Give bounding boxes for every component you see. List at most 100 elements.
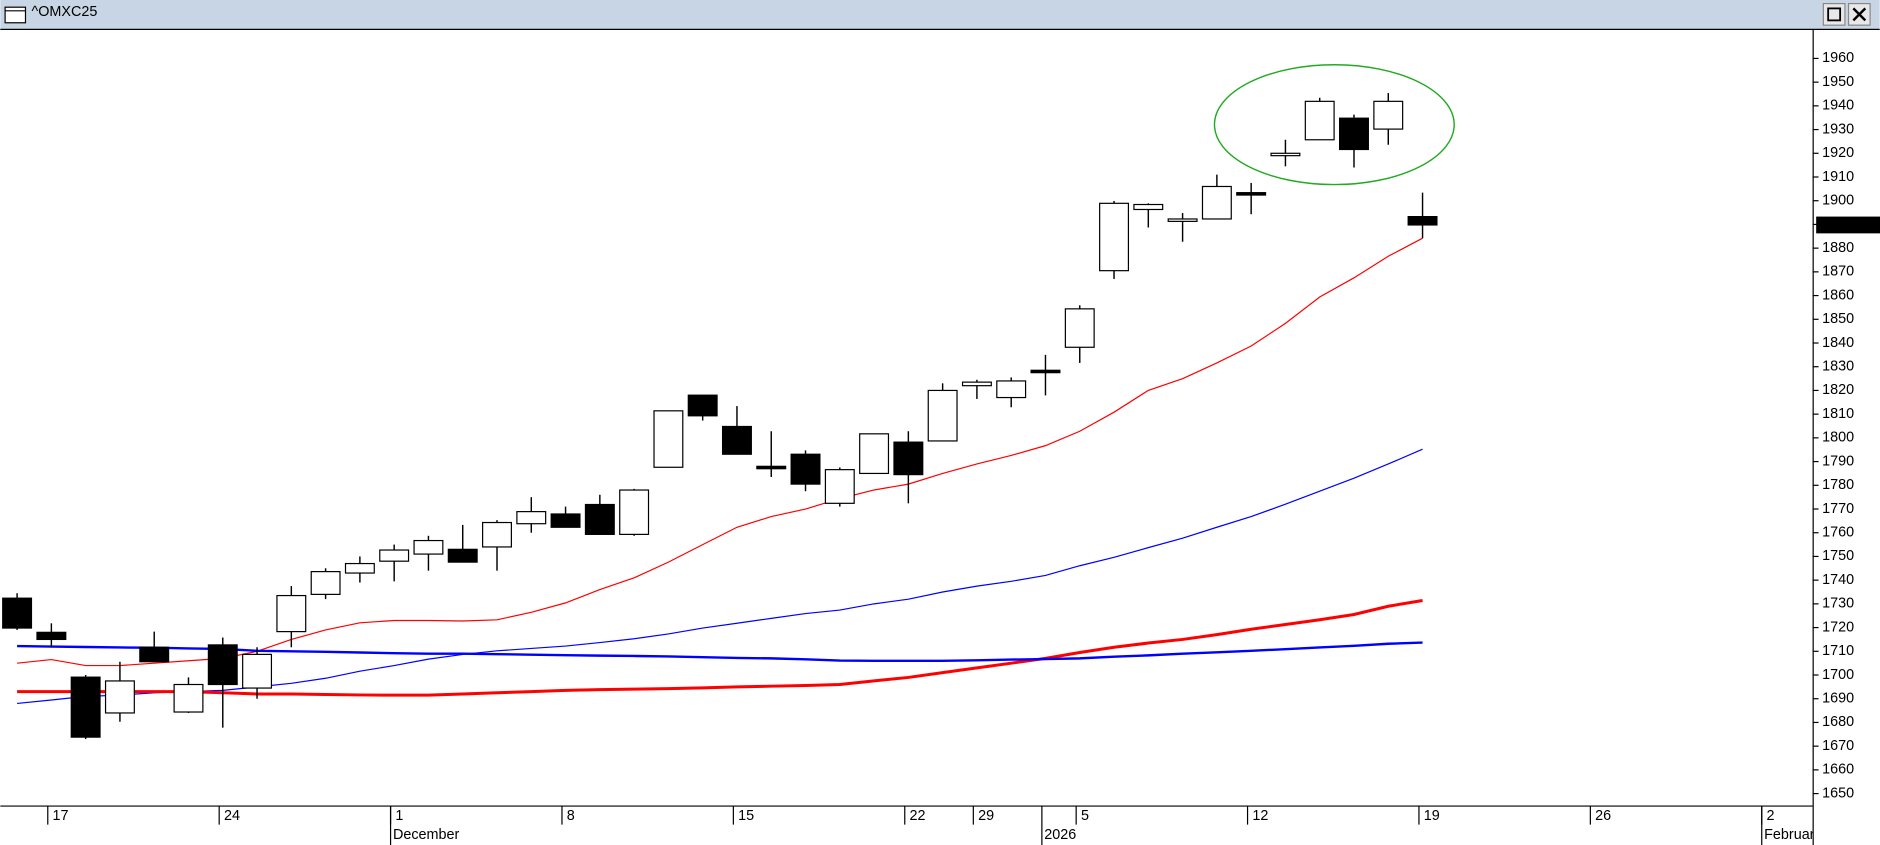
y-tick-label: 1690 bbox=[1822, 691, 1854, 707]
candle-body bbox=[1407, 216, 1438, 226]
x-tick-label: 22 bbox=[910, 808, 926, 824]
candle-body bbox=[893, 441, 924, 476]
candle-body bbox=[550, 513, 581, 528]
y-tick-label: 1870 bbox=[1822, 264, 1854, 280]
x-axis: 17 24 1 8 15 22 29 5 12 19 26 2 December 2026 February bbox=[47, 805, 1822, 845]
y-tick-label: 1700 bbox=[1822, 667, 1854, 683]
x-tick-label: 29 bbox=[978, 808, 994, 824]
close-button[interactable] bbox=[1847, 2, 1871, 26]
candle-body bbox=[207, 644, 238, 686]
candle-body bbox=[104, 680, 135, 714]
y-tick-label: 1940 bbox=[1822, 98, 1854, 114]
candle-body bbox=[1304, 100, 1335, 141]
candle-body bbox=[413, 539, 444, 555]
candle-body bbox=[1236, 192, 1267, 196]
last-price-box bbox=[1816, 216, 1880, 234]
candle-body bbox=[1270, 152, 1301, 157]
x-tick-label: 8 bbox=[567, 808, 575, 824]
y-tick-label: 1860 bbox=[1822, 287, 1854, 303]
x-tick-label: 15 bbox=[738, 808, 754, 824]
y-tick-label: 1960 bbox=[1822, 50, 1854, 66]
y-tick-label: 1850 bbox=[1822, 311, 1854, 327]
y-tick-label: 1750 bbox=[1822, 548, 1854, 564]
candle-body bbox=[344, 562, 375, 574]
y-tick-label: 1710 bbox=[1822, 643, 1854, 659]
y-tick-label: 1830 bbox=[1822, 359, 1854, 375]
y-tick-label: 1760 bbox=[1822, 525, 1854, 541]
candle-body bbox=[996, 380, 1027, 399]
candle-body bbox=[276, 594, 307, 633]
y-tick-label: 1840 bbox=[1822, 335, 1854, 351]
month-label: February bbox=[1764, 827, 1822, 843]
candle-body bbox=[687, 394, 718, 417]
candle-body bbox=[139, 646, 170, 663]
y-tick-label: 1800 bbox=[1822, 430, 1854, 446]
y-tick-label: 1920 bbox=[1822, 145, 1854, 161]
y-tick-label: 1740 bbox=[1822, 572, 1854, 588]
moving-average-line bbox=[17, 237, 1423, 667]
candle-body bbox=[516, 511, 547, 525]
candle-body bbox=[653, 410, 684, 468]
x-tick-label: 1 bbox=[395, 808, 403, 824]
y-tick-label: 1930 bbox=[1822, 121, 1854, 137]
candle-body bbox=[619, 489, 650, 535]
candle-body bbox=[824, 469, 855, 504]
candle-body bbox=[1201, 185, 1232, 220]
candle-body bbox=[1339, 117, 1369, 151]
last-price-label: 1889.770 bbox=[1819, 217, 1879, 233]
window-icon bbox=[4, 6, 27, 24]
candle-body bbox=[1167, 218, 1198, 222]
x-tick-label: 24 bbox=[224, 808, 240, 824]
candle-body bbox=[2, 597, 33, 629]
candle-body bbox=[1030, 369, 1061, 374]
y-tick-label: 1770 bbox=[1822, 501, 1854, 517]
y-tick-label: 1910 bbox=[1822, 169, 1854, 185]
candle-body bbox=[70, 676, 101, 738]
candle-body bbox=[310, 571, 341, 595]
y-tick-label: 1660 bbox=[1822, 762, 1854, 778]
candle-body bbox=[1064, 308, 1095, 348]
y-tick-label: 1730 bbox=[1822, 596, 1854, 612]
candle-body bbox=[790, 453, 821, 485]
y-tick-label: 1720 bbox=[1822, 619, 1854, 635]
candle-body bbox=[36, 631, 67, 641]
highlight-ellipse bbox=[1213, 64, 1455, 186]
candle-body bbox=[1133, 203, 1164, 211]
candle-body bbox=[584, 503, 615, 535]
candle-body bbox=[379, 549, 410, 562]
x-tick-label: 12 bbox=[1252, 808, 1268, 824]
candle-body bbox=[859, 433, 890, 475]
x-tick-label: 2 bbox=[1767, 808, 1775, 824]
y-tick-label: 1650 bbox=[1822, 785, 1854, 801]
candle-body bbox=[927, 389, 958, 442]
title-bar bbox=[0, 0, 1880, 29]
y-tick-label: 1670 bbox=[1822, 738, 1854, 754]
candle-body bbox=[756, 465, 787, 470]
candle-body bbox=[447, 548, 478, 563]
month-label: 2026 bbox=[1044, 827, 1076, 843]
window-title: ^OMXC25 bbox=[31, 4, 97, 20]
x-tick-label: 19 bbox=[1424, 808, 1440, 824]
y-tick-label: 1810 bbox=[1822, 406, 1854, 422]
candle-body bbox=[721, 425, 752, 455]
candle-body bbox=[482, 521, 512, 548]
y-tick-label: 1790 bbox=[1822, 453, 1854, 469]
moving-average-line bbox=[17, 641, 1423, 662]
x-tick-label: 5 bbox=[1081, 808, 1089, 824]
y-tick-label: 1900 bbox=[1822, 193, 1854, 209]
y-tick-label: 1680 bbox=[1822, 714, 1854, 730]
maximize-button[interactable] bbox=[1822, 2, 1846, 26]
month-label: December bbox=[393, 827, 460, 843]
candle-body bbox=[1373, 100, 1404, 130]
moving-average-line bbox=[17, 599, 1423, 697]
y-tick-label: 1780 bbox=[1822, 477, 1854, 493]
candle-body bbox=[242, 653, 273, 689]
y-tick-label: 1820 bbox=[1822, 382, 1854, 398]
candle-body bbox=[1099, 202, 1130, 272]
y-tick-label: 1950 bbox=[1822, 74, 1854, 90]
candle-body bbox=[173, 683, 204, 713]
candle-body bbox=[961, 381, 992, 387]
y-tick-label: 1880 bbox=[1822, 240, 1854, 256]
